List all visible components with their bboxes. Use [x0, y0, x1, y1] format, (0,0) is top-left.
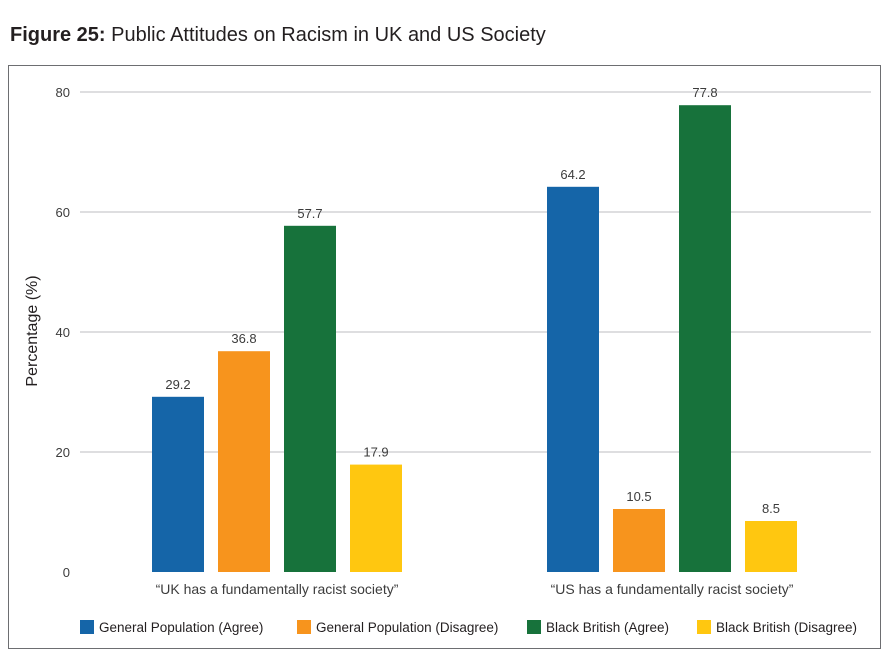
- chart-frame: [8, 65, 881, 649]
- bar-value-label: 57.7: [297, 206, 322, 221]
- bar: [218, 351, 270, 572]
- y-tick-label: 60: [56, 205, 70, 220]
- category-labels: “UK has a fundamentally racist society” “…: [156, 581, 794, 597]
- gridlines: [80, 91, 871, 453]
- y-tick-label: 0: [63, 565, 70, 580]
- legend-swatch: [80, 620, 94, 634]
- bar-value-label: 17.9: [363, 445, 388, 460]
- legend-swatch: [297, 620, 311, 634]
- y-tick-label: 20: [56, 445, 70, 460]
- bar-value-label: 8.5: [762, 501, 780, 516]
- y-axis-label: Percentage (%): [24, 275, 41, 386]
- bar: [152, 396, 204, 572]
- bar: [284, 225, 336, 573]
- legend-label: General Population (Agree): [99, 620, 263, 635]
- figure-title: Figure 25: Public Attitudes on Racism in…: [10, 24, 546, 47]
- bar-value-label: 77.8: [692, 85, 717, 100]
- legend-label: Black British (Agree): [546, 620, 669, 635]
- category-label: “US has a fundamentally racist society”: [551, 581, 794, 597]
- legend: General Population (Agree) General Popula…: [80, 620, 857, 635]
- bars: 29.2 64.2 36.8 10.5 57.7 77.8 17.9 8.5: [152, 85, 797, 573]
- bar: [613, 509, 665, 572]
- y-tick-label: 80: [56, 85, 70, 100]
- bar-value-label: 64.2: [560, 167, 585, 182]
- y-tick-label: 40: [56, 325, 70, 340]
- bar-value-label: 29.2: [165, 377, 190, 392]
- legend-swatch: [697, 620, 711, 634]
- bar: [679, 105, 731, 572]
- bar: [547, 186, 599, 573]
- bar: [745, 521, 797, 572]
- figure-title-text: Public Attitudes on Racism in UK and US …: [111, 24, 546, 46]
- bar-value-label: 10.5: [626, 489, 651, 504]
- legend-label: General Population (Disagree): [316, 620, 498, 635]
- y-axis-ticks: 0 20 40 60 80: [56, 85, 70, 580]
- legend-label: Black British (Disagree): [716, 620, 857, 635]
- bar: [350, 464, 402, 572]
- bar-value-label: 36.8: [231, 331, 256, 346]
- legend-swatch: [527, 620, 541, 634]
- figure-number: Figure 25:: [10, 24, 106, 46]
- category-label: “UK has a fundamentally racist society”: [156, 581, 399, 597]
